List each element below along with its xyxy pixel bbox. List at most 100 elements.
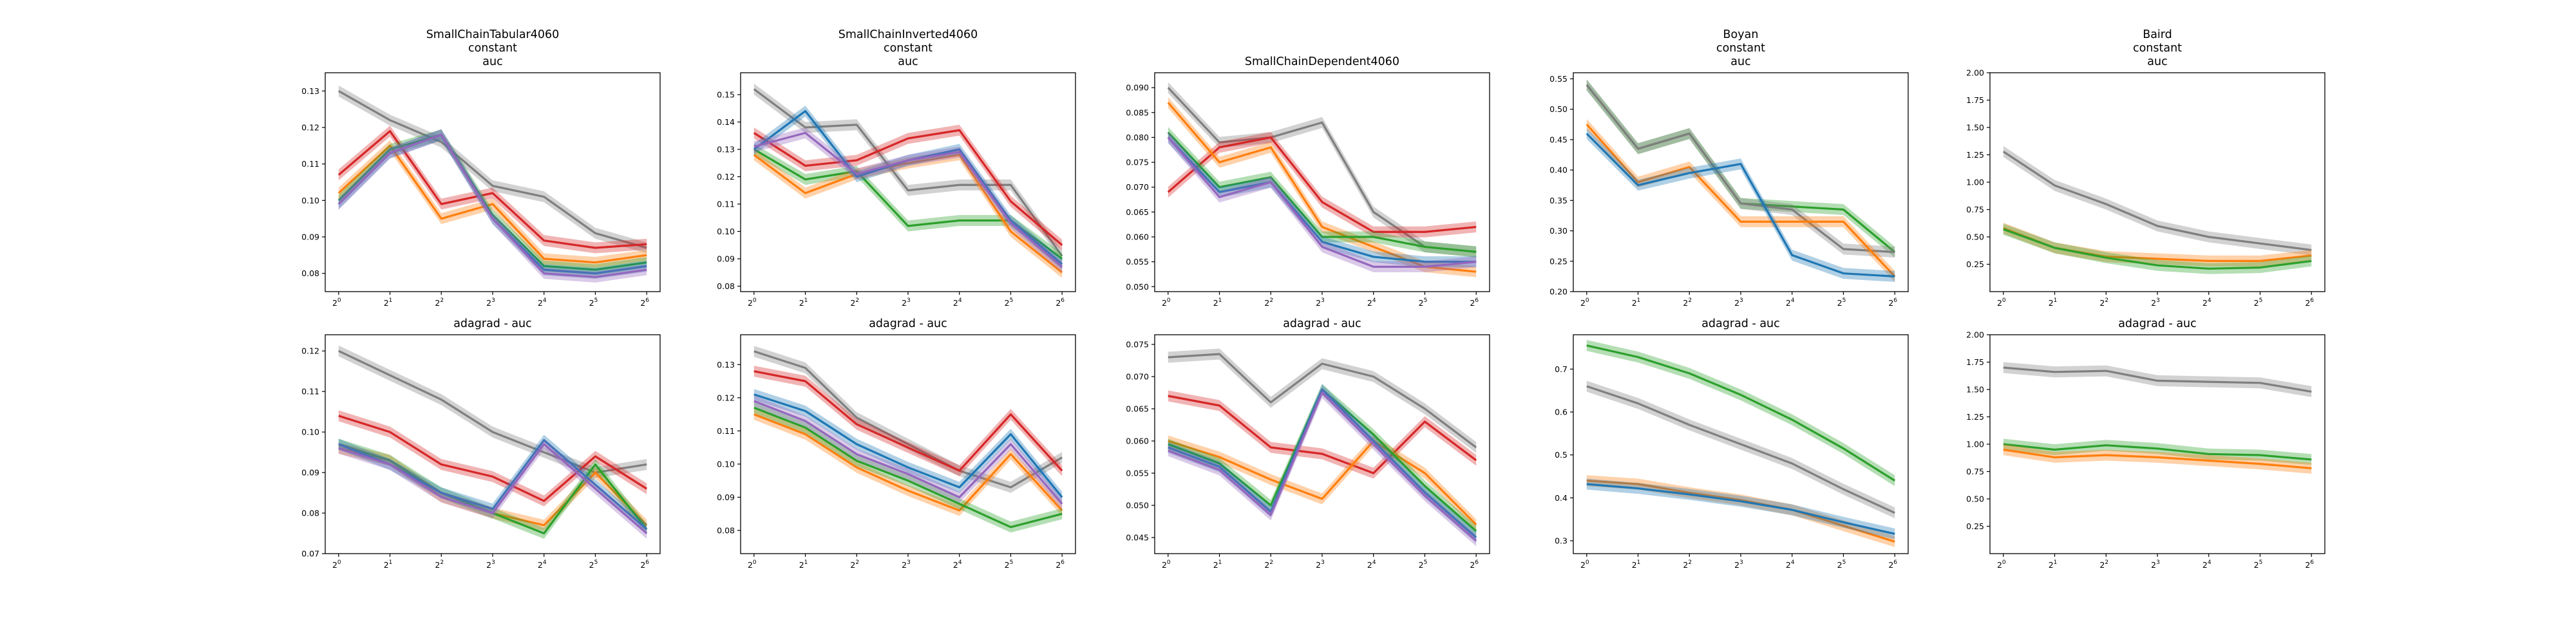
- x-tick-label: 24: [538, 559, 547, 570]
- x-tick-label: 26: [1470, 297, 1479, 308]
- x-tick-label: 25: [1005, 297, 1014, 308]
- y-tick-label: 0.20: [1549, 287, 1567, 297]
- x-tick-label: 26: [2305, 559, 2314, 570]
- y-tick-label: 1.50: [1966, 385, 1984, 395]
- series-band-orange: [753, 149, 1063, 278]
- x-tick-label: 23: [2151, 297, 2160, 308]
- series-line-blue: [1167, 136, 1477, 263]
- y-tick-label: 0.13: [301, 86, 319, 96]
- series-line-orange: [753, 153, 1063, 274]
- x-tick-label: 26: [640, 297, 649, 308]
- subplot-3: SmallChainDependent4060 0.050 0.055 0.060 0.…: [1126, 55, 1490, 308]
- y-tick-label: 0.25: [1966, 521, 1984, 531]
- subplot-title: SmallChainDependent4060: [1245, 55, 1399, 68]
- series-line-orange: [1168, 440, 1477, 526]
- series-line-orange: [337, 144, 647, 264]
- series-line-red: [337, 130, 647, 249]
- y-tick-label: 1.75: [1966, 95, 1984, 105]
- series-line-red: [753, 370, 1063, 472]
- x-tick-label: 25: [1419, 559, 1428, 570]
- series-band-green: [753, 402, 1063, 533]
- x-tick-label: 24: [1786, 297, 1795, 308]
- series-band-purple: [338, 438, 647, 539]
- x-tick-label: 24: [2202, 559, 2211, 570]
- series-band-orange: [2003, 444, 2312, 474]
- subplot-title-line: auc: [482, 55, 502, 68]
- x-tick-label: 24: [953, 559, 962, 570]
- y-tick-label: 0.060: [1126, 436, 1149, 446]
- y-tick-label: 0.12: [717, 172, 735, 182]
- series-line-grey: [2003, 366, 2312, 393]
- subplot-title-line: auc: [1730, 55, 1750, 68]
- y-tick-label: 0.50: [1549, 104, 1567, 114]
- x-tick-label: 21: [799, 297, 808, 308]
- y-tick-label: 0.080: [1126, 133, 1149, 142]
- y-tick-label: 0.15: [717, 90, 735, 100]
- series-band-green: [338, 438, 647, 539]
- y-tick-label: 0.10: [301, 196, 319, 205]
- y-tick-label: 0.08: [301, 268, 319, 278]
- subplot-title-line: adagrad - auc: [1283, 317, 1361, 330]
- subplot-title-line: constant: [1716, 42, 1765, 55]
- y-tick-label: 0.08: [301, 509, 319, 518]
- subplot-8: adagrad - auc 0.045 0.050 0.055 0.060 0.065 0.…: [1126, 317, 1490, 570]
- y-tick-label: 0.08: [717, 525, 735, 535]
- x-tick-label: 23: [1734, 559, 1743, 570]
- x-tick-label: 20: [1580, 297, 1589, 308]
- y-tick-label: 0.40: [1549, 165, 1567, 175]
- series-band-grey: [1168, 348, 1477, 453]
- series-line-grey: [2002, 151, 2312, 251]
- series-band-green: [1586, 340, 1895, 487]
- x-tick-label: 24: [1367, 297, 1376, 308]
- series-band-blue: [753, 106, 1063, 270]
- subplot-title-line: Boyan: [1723, 28, 1759, 41]
- y-tick-label: 0.050: [1126, 501, 1149, 510]
- y-tick-label: 0.09: [301, 468, 319, 478]
- x-tick-label: 21: [2049, 297, 2058, 308]
- y-tick-label: 0.075: [1126, 158, 1149, 167]
- y-tick-label: 1.00: [1966, 440, 1984, 449]
- x-tick-label: 22: [1264, 297, 1273, 308]
- y-tick-label: 0.3: [1555, 536, 1567, 546]
- subplot-title-line: auc: [898, 55, 918, 68]
- y-tick-label: 1.50: [1966, 123, 1984, 133]
- series-band-green: [753, 144, 1063, 265]
- x-tick-label: 26: [2305, 297, 2314, 308]
- y-tick-label: 0.11: [301, 387, 319, 397]
- series-band-orange: [753, 409, 1063, 516]
- x-tick-label: 22: [1683, 559, 1692, 570]
- series-line-grey: [753, 350, 1063, 489]
- series-line-red: [753, 129, 1063, 246]
- series-line-grey: [338, 89, 647, 249]
- subplot-title-line: SmallChainTabular4060: [426, 28, 560, 41]
- x-tick-label: 26: [1888, 297, 1897, 308]
- y-tick-label: 0.09: [717, 254, 735, 264]
- x-tick-label: 20: [748, 297, 757, 308]
- series-line-purple: [753, 131, 1063, 268]
- x-tick-label: 25: [589, 297, 598, 308]
- x-tick-label: 23: [1316, 297, 1325, 308]
- x-tick-label: 24: [1367, 559, 1376, 570]
- x-tick-label: 20: [332, 297, 341, 308]
- y-tick-label: 0.045: [1126, 533, 1149, 543]
- series-line-green: [2003, 228, 2312, 270]
- subplot-7: adagrad - auc 0.08 0.09 0.10 0.11 0.12 0.13 20 2…: [717, 317, 1076, 570]
- series-line-red: [1168, 395, 1477, 474]
- y-tick-label: 0.11: [717, 200, 735, 209]
- series-band-grey: [2003, 145, 2312, 256]
- series-line-orange: [753, 413, 1063, 512]
- series-line-purple: [337, 133, 647, 278]
- y-tick-label: 0.50: [1966, 232, 1984, 242]
- y-tick-label: 0.10: [717, 227, 735, 236]
- subplot-title-line: adagrad - auc: [2118, 317, 2197, 330]
- series-line-blue: [753, 393, 1063, 498]
- x-tick-label: 21: [1213, 559, 1222, 570]
- series-band-grey: [338, 345, 647, 478]
- x-tick-label: 24: [953, 297, 962, 308]
- x-tick-label: 22: [2099, 297, 2108, 308]
- subplot-title-line: adagrad - auc: [453, 317, 532, 330]
- x-tick-label: 21: [1213, 297, 1222, 308]
